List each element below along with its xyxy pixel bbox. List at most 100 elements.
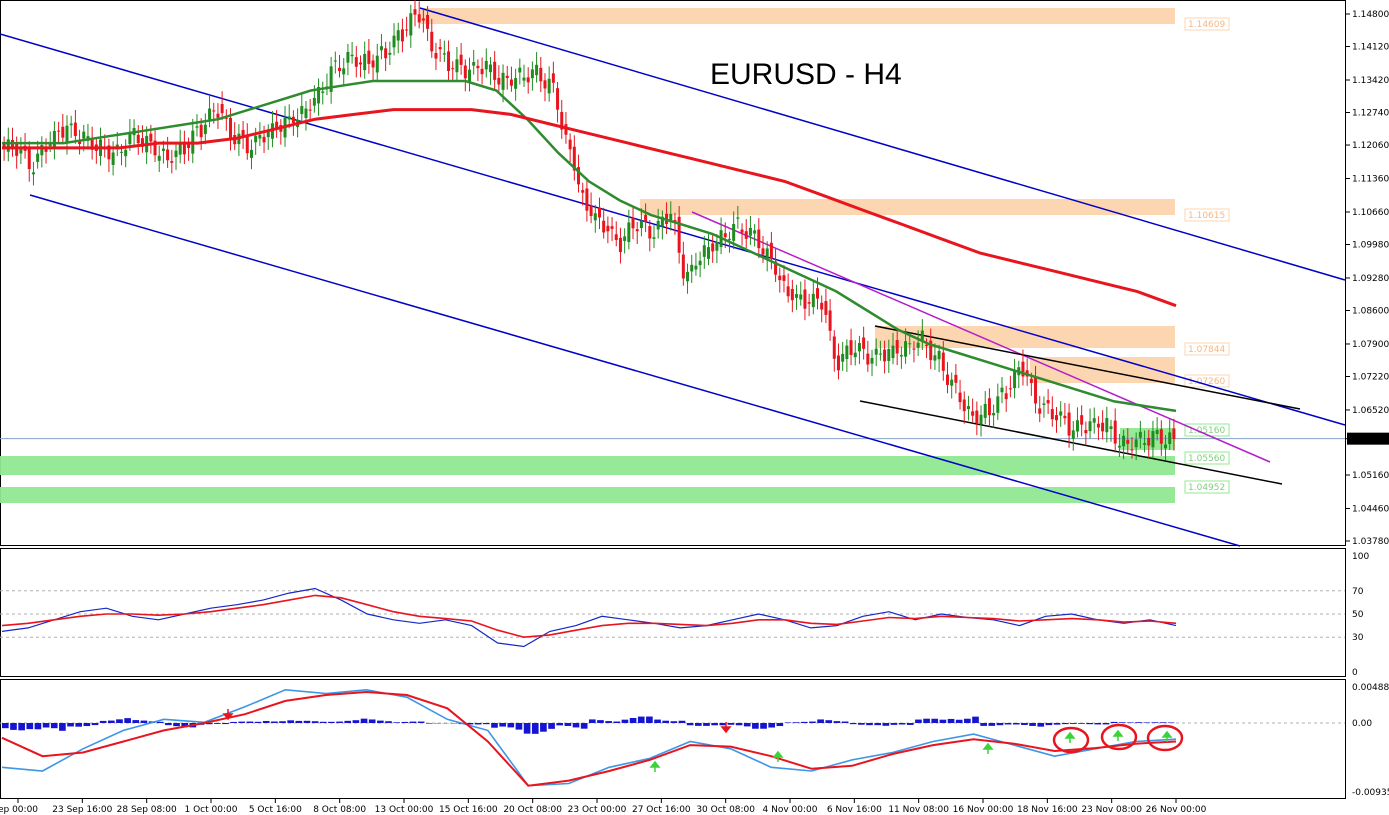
candle-body (115, 144, 119, 149)
candle-body (90, 138, 94, 150)
macd-histogram-bar (91, 723, 99, 726)
candle-body (1155, 429, 1159, 434)
candle-body (639, 220, 643, 229)
candle-body (623, 236, 627, 241)
candle-body (216, 113, 220, 118)
candle-body (706, 247, 710, 259)
candle-body (350, 54, 354, 57)
macd-histogram-bar (377, 720, 384, 724)
zone-label-box (1184, 342, 1230, 356)
candle-body (1071, 430, 1075, 439)
candle-body (853, 352, 857, 358)
macd-histogram-bar (10, 723, 17, 730)
candle-body (61, 126, 65, 138)
candle-body (795, 294, 799, 298)
candle-body (111, 152, 115, 165)
time-tick-label: 30 Oct 08:00 (696, 805, 755, 815)
rsi-fast-line (1, 587, 1177, 648)
signal-arrow-up (649, 760, 661, 772)
price-tick-label: 1.12060 (1352, 141, 1389, 151)
candle-body (1151, 431, 1155, 448)
macd-histogram-bar (727, 723, 735, 725)
candle-body (761, 248, 765, 255)
signal-arrow-up (1161, 730, 1173, 742)
candle-body (790, 288, 794, 301)
candle-body (912, 348, 916, 350)
candle-body (816, 288, 820, 299)
candle-body (954, 374, 958, 383)
macd-histogram-bar (515, 723, 523, 730)
macd-histogram-bar (409, 721, 417, 724)
candle-body (1117, 445, 1121, 448)
macd-histogram-bar (466, 723, 474, 725)
zone-supply (875, 326, 1175, 348)
macd-histogram-bar (50, 723, 58, 729)
candle-body (249, 149, 253, 158)
candle-body (476, 65, 480, 69)
macd-histogram-bar (368, 719, 376, 724)
candle-body (702, 245, 706, 257)
candle-body (73, 122, 77, 137)
candle-body (820, 302, 824, 310)
candle-body (434, 52, 438, 59)
macd-histogram-bar (947, 718, 955, 724)
candle-body (417, 14, 421, 23)
macd-histogram-bar (2, 723, 9, 729)
candle-body (187, 143, 191, 148)
macd-histogram-bar (939, 719, 947, 724)
price-tick-label: 1.09980 (1352, 241, 1389, 251)
candle-body (212, 110, 216, 112)
candle-body (962, 399, 966, 412)
candle-body (539, 67, 543, 82)
macd-histogram-bar (1021, 723, 1028, 725)
zone-label-box (1184, 451, 1230, 465)
macd-histogram-bar (686, 723, 694, 726)
candle-body (48, 144, 52, 147)
macd-histogram-bar (572, 723, 580, 728)
macd-macd-line (1, 688, 1177, 787)
macd-signal-line (1, 690, 1177, 787)
macd-histogram-bar (629, 717, 637, 724)
candle-body (178, 142, 182, 155)
candle-body (723, 233, 727, 238)
candle-body (652, 237, 656, 239)
candle-body (27, 148, 31, 170)
macd-histogram-bar (825, 720, 833, 724)
candle-body (1084, 430, 1088, 434)
macd-histogram-bar (1110, 721, 1118, 724)
candle-body (660, 216, 664, 227)
signal-arrow-down (222, 709, 234, 721)
candle-body (736, 217, 740, 219)
time-tick-label: 28 Sep 08:00 (117, 805, 177, 815)
candle-body (811, 293, 815, 308)
candle-body (451, 68, 455, 70)
candle-body (245, 136, 249, 154)
rsi-slow-line (1, 594, 1177, 639)
candle-body (992, 413, 996, 416)
time-tick-label: 6 Nov 16:00 (827, 805, 882, 815)
candle-body (505, 75, 509, 79)
candle-body (535, 64, 539, 76)
macd-histogram-bar (303, 720, 311, 724)
candle-body (1080, 415, 1084, 425)
macd-histogram-bar (491, 723, 498, 728)
candle-body (480, 68, 484, 75)
candle-body (975, 410, 979, 424)
candle-body (82, 131, 86, 139)
candle-body (857, 343, 861, 352)
candle-body (883, 349, 887, 362)
candle-body (124, 149, 128, 157)
macd-histogram-bar (523, 723, 531, 734)
candle-body (501, 72, 505, 90)
macd-histogram-bar (784, 722, 792, 724)
candle-body (229, 117, 233, 139)
candle-body (1134, 439, 1138, 448)
rsi-panel-frame (0, 548, 1346, 677)
candle-body (841, 353, 845, 362)
candle-body (157, 155, 161, 161)
candle-body (656, 220, 660, 230)
zone-label-box (1184, 480, 1230, 494)
candle-body (1063, 415, 1067, 419)
candle-body (1042, 403, 1046, 405)
macd-histogram-bar (1053, 723, 1061, 725)
